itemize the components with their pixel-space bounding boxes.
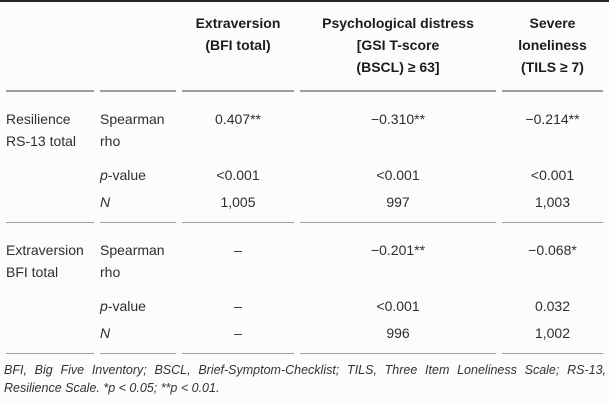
stat-label-spearman-rho: Spearman rho [100,242,165,280]
value-cell: 1,005 [182,186,294,223]
table-row: Extraversion BFI total Spearman rho – −0… [6,223,603,354]
value-cell: 996 [300,317,496,354]
value-cell: −0.068* [528,242,577,258]
value-cell: – [234,242,242,258]
value-cell: 0.032 [534,298,571,314]
value-cell: <0.001 [376,167,420,183]
value-cell: 0.407** [215,111,261,127]
p-italic: p [100,167,108,183]
row-label-resilience: Resilience RS-13 total [6,92,94,223]
table-row: N – 996 1,002 [6,317,603,354]
stat-label-spearman-rho: Spearman rho [100,111,165,149]
table-row: p-value – <0.001 0.032 [6,283,603,317]
header-cell-empty-stat [100,2,176,92]
header-cell-extraversion: Extraversion (BFI total) [182,2,294,92]
n-italic: N [100,194,111,210]
stat-label-n: N [100,317,176,354]
value-cell: 1,002 [502,317,603,354]
table-footnote: BFI, Big Five Inventory; BSCL, Brief-Sym… [4,363,606,395]
p-italic: p [100,298,108,314]
header-row: Extraversion (BFI total) Psychological d… [6,2,603,92]
p-rest: -value [107,167,146,183]
value-cell: – [234,298,242,314]
correlation-table: Extraversion (BFI total) Psychological d… [0,2,609,354]
table-row: N 1,005 997 1,003 [6,186,603,223]
value-cell: <0.001 [216,167,260,183]
value-cell: 1,003 [502,186,603,223]
value-cell: −0.310** [370,111,426,127]
value-cell: <0.001 [530,167,575,183]
value-cell: −0.214** [525,111,580,127]
value-cell: −0.201** [370,242,426,258]
p-rest: -value [107,298,146,314]
row-label-extraversion: Extraversion BFI total [6,223,94,354]
table-row: p-value <0.001 <0.001 <0.001 [6,152,603,186]
value-cell: <0.001 [376,298,420,314]
value-cell: 997 [300,186,496,223]
stat-label-p-value: p-value [100,152,176,186]
header-cell-psychological-distress: Psychological distress [GSI T-score (BSC… [300,2,496,92]
table-row: Resilience RS-13 total Spearman rho 0.40… [6,92,603,223]
header-cell-severe-loneliness: Severe loneliness (TILS ≥ 7) [502,2,603,92]
value-cell: – [182,317,294,354]
stat-label-n: N [100,186,176,223]
header-cell-empty-stub [6,2,94,92]
n-italic: N [100,325,111,341]
stat-label-p-value: p-value [100,283,176,317]
